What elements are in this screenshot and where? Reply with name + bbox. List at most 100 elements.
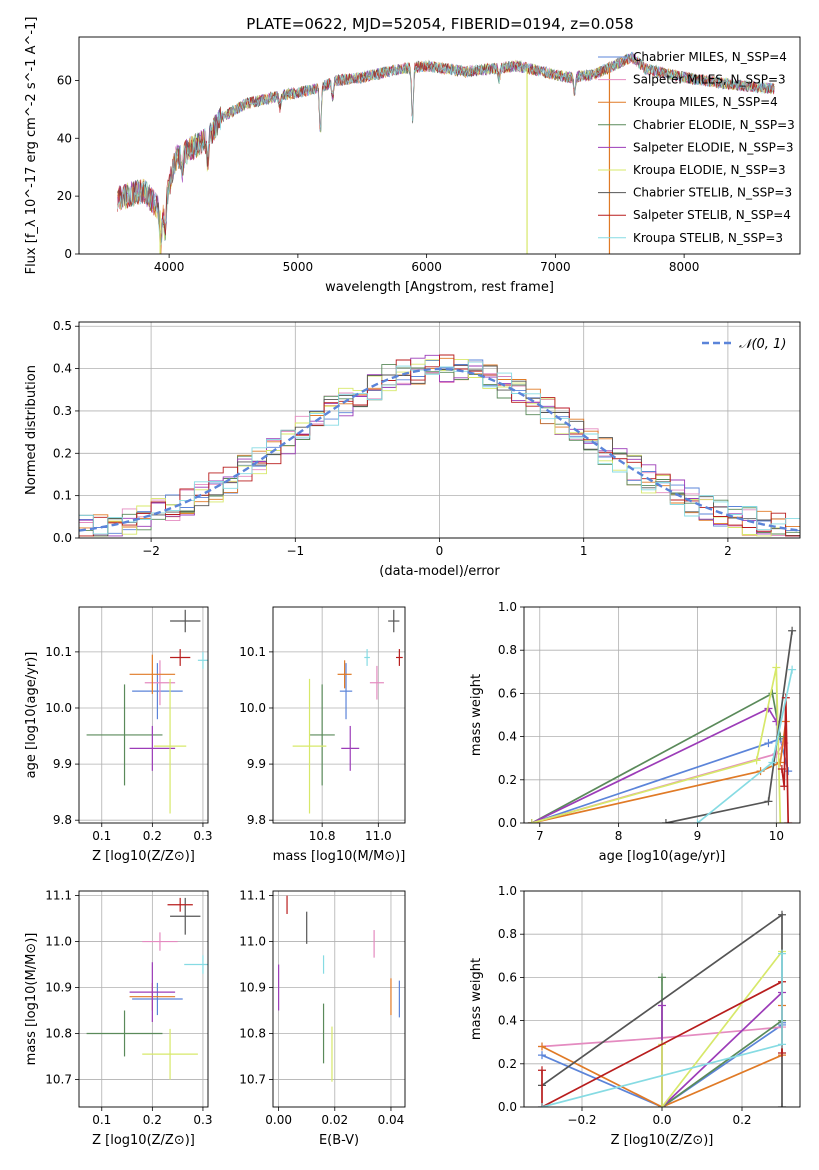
- plot-area-massweight_vs_age: [527, 626, 797, 823]
- x-tick-label: 10.8: [309, 829, 336, 843]
- y-tick-label: 10.0: [239, 701, 266, 715]
- x-tick-label: 9: [694, 829, 702, 843]
- weight-marker: [693, 819, 702, 823]
- y-tick-label: 10.9: [239, 981, 266, 995]
- y-tick-label: 11.0: [239, 935, 266, 949]
- weight-marker: [658, 973, 666, 982]
- y-tick-label: 40: [57, 131, 72, 145]
- weight-marker: [788, 665, 797, 674]
- y-tick-label: 0.4: [498, 1014, 517, 1028]
- spectrum-line-kroupa-stelib-n-ssp-3: [117, 51, 775, 246]
- weight-marker: [661, 819, 670, 823]
- panel-spectrum: 4000 5000 6000 7000 8000 0 20 40 60 wavelength [A…: [24, 17, 801, 295]
- axes-frame: [78, 36, 801, 255]
- y-tick-label: 0.4: [53, 362, 72, 376]
- plot-area-residual_hist: [79, 354, 800, 537]
- x-tick-label: 7000: [540, 260, 571, 274]
- point-chabrier-elodie: [86, 684, 163, 786]
- weight-marker: [658, 1103, 666, 1107]
- y-tick-label: 0.8: [498, 643, 517, 657]
- y-axis-label: age [log10(age/yr)]: [24, 652, 39, 779]
- weight-marker: [778, 910, 786, 919]
- axes-frame: [272, 890, 406, 1108]
- y-tick-label: 0.4: [498, 730, 517, 744]
- y-tick-label: 0.0: [53, 531, 72, 545]
- panel-residual_hist: −2 −1 0 1 2 0.0 0.1 0.2 0.3 0.4 0.5 (data-model)/er…: [24, 319, 801, 579]
- panel-mass_vs_ebv: 0.00 0.02 0.04 10.7 10.8 10.9 11.0 11.1 E(B-V): [239, 889, 406, 1148]
- x-tick-label: 0.2: [143, 829, 162, 843]
- point-chabrier-miles: [132, 982, 183, 1016]
- point-chabrier-stelib: [170, 897, 201, 935]
- x-tick-label: 0.02: [321, 1113, 348, 1127]
- y-tick-label: 0.6: [498, 970, 517, 984]
- weight-marker: [772, 663, 781, 672]
- point-kroupa-elodie: [142, 1028, 198, 1080]
- weight-marker: [658, 1001, 666, 1010]
- point-kroupa-elodie: [153, 678, 187, 814]
- legend-label-kroupa-miles-n-ssp-4: Kroupa MILES, N_SSP=4: [633, 95, 778, 109]
- y-tick-label: 10.7: [239, 1072, 266, 1086]
- x-tick-label: 0: [436, 544, 444, 558]
- y-tick-label: 10.1: [239, 645, 266, 659]
- weight-marker: [778, 1040, 786, 1049]
- x-tick-label: 0.1: [92, 1113, 111, 1127]
- point-kroupa-miles: [337, 660, 352, 689]
- x-tick-label: 11.0: [365, 829, 392, 843]
- y-axis-label: Flux [f_λ 10^-17 erg cm^-2 s^-1 A^-1]: [24, 17, 39, 275]
- point-kroupa-miles: [129, 654, 176, 694]
- plot-area-mass_vs_Z: [86, 897, 208, 1080]
- axes-frame: [78, 890, 209, 1108]
- panel-mass_vs_Z: 0.1 0.2 0.3 10.7 10.8 10.9 11.0 11.1 Z [log10(Z/…: [24, 889, 212, 1148]
- legend-label-salpeter-elodie-n-ssp-3: Salpeter ELODIE, N_SSP=3: [633, 140, 794, 154]
- point-chabrier-stelib: [388, 609, 400, 633]
- y-tick-label: 9.8: [53, 813, 72, 827]
- x-tick-label: 1: [580, 544, 588, 558]
- x-tick-label: 0.2: [732, 1113, 751, 1127]
- x-tick-label: 0.3: [193, 1113, 212, 1127]
- y-tick-label: 1.0: [498, 884, 517, 898]
- y-tick-label: 0.8: [498, 927, 517, 941]
- y-tick-label: 9.8: [247, 813, 266, 827]
- weight-marker: [768, 758, 777, 767]
- x-tick-label: 0.1: [92, 829, 111, 843]
- point-chabrier-miles: [132, 663, 183, 720]
- y-tick-label: 0: [64, 247, 72, 261]
- gaussian-curve: [79, 367, 800, 532]
- y-tick-label: 0.6: [498, 686, 517, 700]
- x-axis-label: Z [log10(Z/Z⊙)]: [92, 1133, 195, 1148]
- x-axis-label: Z [log10(Z/Z⊙)]: [611, 1133, 714, 1148]
- weight-marker: [780, 782, 789, 791]
- gaussian-legend-label: 𝒩(0, 1): [739, 337, 786, 352]
- weight-marker: [538, 1066, 546, 1075]
- x-tick-label: 0.2: [143, 1113, 162, 1127]
- y-tick-label: 0.1: [53, 489, 72, 503]
- y-tick-label: 0.3: [53, 404, 72, 418]
- point-kroupa-stelib: [364, 649, 370, 666]
- x-axis-label: mass [log10(M/M⊙)]: [273, 849, 406, 864]
- legend-label-kroupa-elodie-n-ssp-3: Kroupa ELODIE, N_SSP=3: [633, 163, 786, 177]
- weight-marker: [538, 1051, 546, 1060]
- y-tick-label: 0.0: [498, 816, 517, 830]
- weight-marker: [768, 689, 777, 698]
- weight-marker: [538, 1103, 546, 1107]
- weight-marker: [764, 797, 773, 806]
- legend-label-salpeter-miles-n-ssp-3: Salpeter MILES, N_SSP=3: [633, 73, 786, 87]
- y-tick-label: 0.2: [498, 773, 517, 787]
- axes-frame: [523, 890, 801, 1108]
- y-tick-label: 11.1: [239, 889, 266, 903]
- y-tick-label: 10.8: [239, 1026, 266, 1040]
- x-tick-label: 0.3: [193, 829, 212, 843]
- x-axis-label: (data-model)/error: [379, 564, 500, 579]
- weight-marker: [778, 1103, 786, 1107]
- weight-marker: [777, 765, 786, 773]
- y-axis-label: mass [log10(M/M⊙)]: [24, 933, 39, 1066]
- weight-marker: [764, 739, 773, 748]
- y-tick-label: 10.0: [45, 701, 72, 715]
- x-tick-label: 0.04: [378, 1113, 405, 1127]
- x-tick-label: 7: [536, 829, 544, 843]
- plot-area-massweight_vs_Z: [538, 910, 786, 1107]
- y-tick-label: 0.2: [53, 446, 72, 460]
- x-tick-label: 8000: [669, 260, 700, 274]
- y-tick-label: 10.8: [45, 1026, 72, 1040]
- plot-area-age_vs_mass: [292, 609, 403, 814]
